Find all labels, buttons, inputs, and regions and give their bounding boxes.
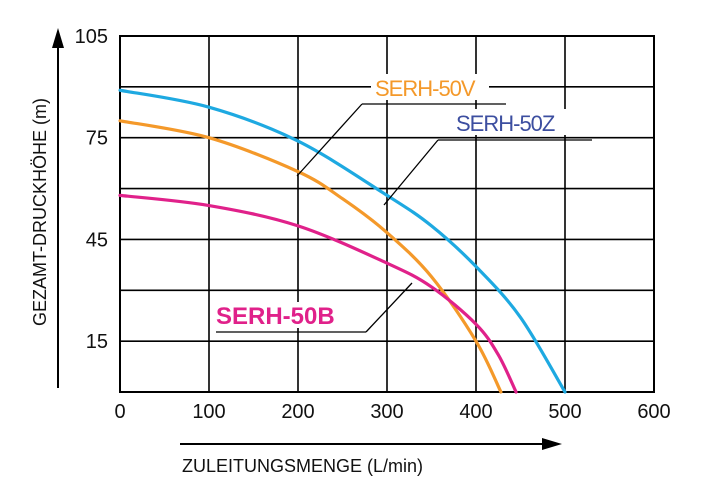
y-tick-label: 75	[86, 128, 108, 150]
x-tick-labels: 0 100 200 300 400 500 600	[114, 401, 670, 423]
y-axis-arrowhead-icon	[52, 28, 64, 48]
series-label-serh-50b: SERH-50B	[216, 303, 335, 330]
series-labels: SERH-50V SERH-50Z SERH-50B	[212, 74, 576, 330]
x-axis-arrowhead-icon	[542, 438, 562, 450]
y-tick-label: 45	[86, 229, 108, 251]
y-axis-title: GEZAMT-DRUCKHÖHE (m)	[30, 98, 50, 326]
label-background-serh-50b	[212, 302, 362, 328]
label-leader-serh-50v	[296, 103, 363, 177]
series-line-serh-50v	[118, 119, 503, 394]
label-leader-lines	[216, 103, 592, 333]
x-tick-label: 600	[637, 401, 670, 423]
series-label-serh-50z: SERH-50Z	[456, 111, 555, 136]
series-line-serh-50b	[118, 193, 518, 394]
label-background-serh-50z	[452, 109, 576, 135]
label-leader-serh-50z	[383, 139, 439, 206]
x-tick-label: 400	[459, 401, 492, 423]
series-lines	[118, 88, 567, 394]
plot-frame	[119, 35, 655, 393]
y-tick-labels: 15 45 75 105	[75, 26, 108, 353]
plot-border	[119, 35, 655, 393]
y-tick-label: 15	[86, 331, 108, 353]
x-tick-label: 500	[548, 401, 581, 423]
y-tick-label: 105	[75, 26, 108, 48]
x-tick-label: 300	[370, 401, 403, 423]
series-label-serh-50v: SERH-50V	[375, 76, 476, 101]
label-background-serh-50v	[371, 74, 489, 100]
x-tick-label: 200	[281, 401, 314, 423]
x-tick-label: 100	[192, 401, 225, 423]
series-line-serh-50z	[118, 88, 567, 394]
label-leader-serh-50b	[365, 282, 413, 333]
x-axis-title: ZULEITUNGSMENGE (L/min)	[182, 456, 423, 476]
x-tick-label: 0	[114, 401, 125, 423]
